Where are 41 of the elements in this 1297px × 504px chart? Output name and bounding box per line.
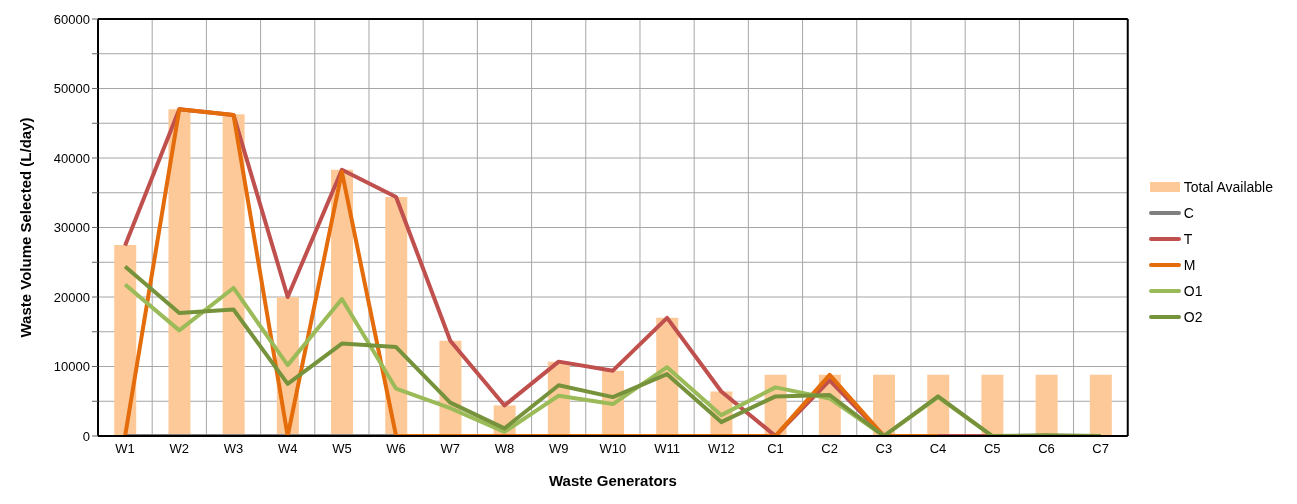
x-tick-label: C5	[983, 441, 1001, 457]
x-tick-label: W8	[494, 441, 515, 457]
x-tick-label: W6	[386, 441, 406, 457]
bar	[222, 114, 245, 436]
bar	[168, 109, 191, 436]
y-axis-title: Waste Volume Selected (L/day)	[17, 117, 35, 338]
x-axis-title: Waste Generators	[548, 472, 677, 489]
x-tick-label: W3	[223, 441, 244, 457]
x-tick-label: W10	[599, 441, 627, 457]
x-tick-label: C3	[875, 441, 893, 457]
x-tick-label: W4	[277, 441, 298, 457]
y-tick-label: 40000	[53, 150, 90, 166]
legend-label: O2	[1183, 309, 1203, 325]
x-tick-label: W7	[440, 441, 461, 457]
x-tick-label: W9	[548, 441, 569, 457]
x-tick-label: C4	[929, 441, 947, 457]
legend-label: M	[1183, 257, 1196, 273]
x-tick-label: W2	[169, 441, 190, 457]
y-tick-label: 30000	[53, 220, 90, 236]
x-tick-label: W12	[707, 441, 735, 457]
y-tick-label: 60000	[53, 11, 90, 27]
x-tick-label: C2	[821, 441, 838, 457]
legend-label: Total Available	[1183, 179, 1273, 195]
bar	[114, 244, 137, 436]
legend-label: T	[1183, 231, 1193, 247]
legend-label: O1	[1183, 283, 1203, 299]
x-tick-label: W1	[115, 441, 135, 457]
x-tick-label: C1	[767, 441, 784, 457]
legend-label: C	[1183, 205, 1194, 221]
x-tick-label: W11	[654, 441, 680, 457]
y-tick-label: 10000	[53, 359, 90, 375]
y-tick-label: 50000	[53, 81, 90, 97]
bar	[1089, 374, 1112, 436]
bar	[1035, 374, 1058, 436]
line-series	[123, 107, 941, 436]
y-tick-label: 0	[82, 428, 90, 444]
bar	[981, 374, 1004, 436]
x-tick-label: C6	[1038, 441, 1055, 457]
x-tick-label: C7	[1092, 441, 1109, 457]
x-tick-label: W5	[332, 441, 352, 457]
y-tick-label: 20000	[53, 289, 90, 305]
